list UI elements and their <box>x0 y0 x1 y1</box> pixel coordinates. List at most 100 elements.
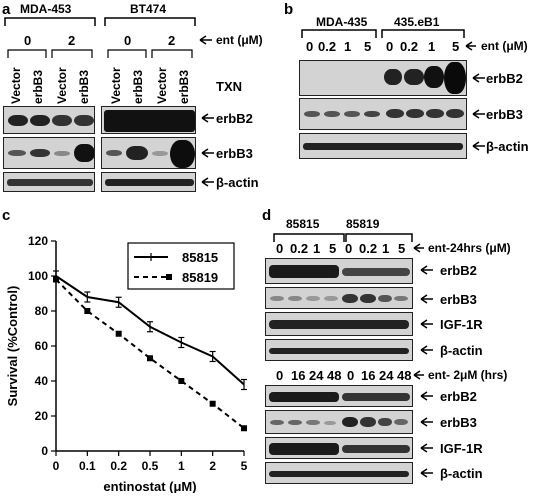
panel-a-txn-label: TXN <box>216 79 242 94</box>
y-tick-label: 100 <box>28 269 48 283</box>
panel-d-time-8: 48 <box>397 368 412 383</box>
data-point-85819 <box>115 330 122 337</box>
data-point-85819 <box>53 276 59 283</box>
y-tick-label: 60 <box>35 339 49 353</box>
x-tick-label: 1 <box>178 459 185 473</box>
panel-d-time-6: 16 <box>361 368 376 383</box>
panel-a-dose-4: 2 <box>168 33 176 48</box>
panel-b-blot-arrows <box>472 73 485 151</box>
panel-b-brackets <box>301 29 476 51</box>
panel-a-label-actin: β-actin <box>216 175 259 190</box>
panel-a-cellline-2: BT474 <box>130 2 167 16</box>
panel-d-dose-6: 0.2 <box>359 241 378 256</box>
panel-d-dose-7: 1 <box>382 241 390 256</box>
panel-b-label-erbb2: erbB2 <box>486 71 523 86</box>
panel-d-dose-3: 1 <box>313 241 321 256</box>
panel-a-label-erbb3: erbB3 <box>216 146 253 161</box>
panel-d-dose-2: 0.2 <box>290 241 309 256</box>
legend-box <box>127 242 235 290</box>
x-tick-label: 0.5 <box>142 459 159 473</box>
panel-d-label-actin-bottom: β-actin <box>440 466 483 481</box>
y-tick-label: 120 <box>28 234 48 248</box>
panel-b-dose-6: 0.2 <box>400 39 419 54</box>
panel-a-lane-1: Vector <box>9 67 23 104</box>
panel-a-letter: a <box>2 1 11 18</box>
panel-b-blot-erbb2 <box>299 60 467 96</box>
panel-a-ent-label: ent (μM) <box>216 33 263 47</box>
panel-b-dose-5: 0 <box>386 39 394 54</box>
x-tick-label: 5 <box>241 459 248 473</box>
panel-d-dose-4: 5 <box>329 241 337 256</box>
panel-d-label-erbb2-top: erbB2 <box>440 263 477 278</box>
panel-a-cellline-1: MDA-453 <box>20 2 72 16</box>
legend-label-85819: 85819 <box>182 270 218 285</box>
panel-a-blot-erbb3-left <box>3 137 95 169</box>
panel-d-label-igf1r-bottom: IGF-1R <box>440 441 483 456</box>
y-tick-label: 20 <box>35 409 49 423</box>
panel-d-blot-actin-bottom <box>265 462 413 484</box>
panel-b-letter: b <box>284 1 294 18</box>
panel-d-blot-arrows <box>420 265 433 478</box>
panel-a-blot-actin-left <box>3 172 95 192</box>
data-point-85819 <box>209 400 216 407</box>
panel-b-label-actin: β-actin <box>486 139 529 154</box>
panel-a-blot-actin-right <box>101 172 196 192</box>
panel-d-label-erbb3-bottom: erbB3 <box>440 415 477 430</box>
panel-d-blot-erbb2-top <box>265 258 413 284</box>
legend-marker-85819 <box>166 274 172 280</box>
panel-b-cellline-2: 435.eB1 <box>394 15 440 29</box>
panel-d-time-5: 0 <box>347 368 355 383</box>
panel-d-dose-5: 0 <box>345 241 353 256</box>
x-tick-label: 0 <box>53 459 60 473</box>
y-tick-label: 80 <box>35 304 49 318</box>
panel-d-time-2: 16 <box>291 368 306 383</box>
panel-a-lane-6: erbB3 <box>131 69 145 104</box>
series-line-85819 <box>55 278 245 430</box>
panel-d-time-4: 48 <box>327 368 342 383</box>
panel-d-label-erbb3-top: erbB3 <box>440 292 477 307</box>
panel-d-label-erbb2-bottom: erbB2 <box>440 389 477 404</box>
panel-d-time-7: 24 <box>379 368 394 383</box>
panel-d-dose-1: 0 <box>276 241 284 256</box>
panel-d-blot-igf1r-top <box>265 312 413 336</box>
panel-b-label-erbb3: erbB3 <box>486 107 523 122</box>
data-point-85819 <box>147 355 153 362</box>
panel-a-blot-erbb2-left <box>3 106 95 134</box>
panel-a-blot-erbb3-right <box>101 137 196 169</box>
legend-label-85815: 85815 <box>182 250 218 265</box>
panel-a-lane-2: erbB3 <box>31 69 45 104</box>
panel-a-blot-erbb2-right <box>101 106 196 134</box>
panel-a-lane-4: erbB3 <box>77 69 91 104</box>
panel-b-dose-1: 0 <box>306 39 314 54</box>
x-tick-label: 2 <box>209 459 216 473</box>
panel-b-dose-2: 0.2 <box>318 39 337 54</box>
panel-b-dose-7: 1 <box>428 39 436 54</box>
data-point-85819 <box>84 308 91 314</box>
panel-a-lane-3: Vector <box>55 67 69 104</box>
panel-a-lane-7: Vector <box>155 67 169 104</box>
panel-c-chart: 0 20 40 60 80 100 120 0 0.1 0.2 0.5 1 2 5 entinostat (… <box>5 234 248 493</box>
panel-a-dose-3: 0 <box>124 33 132 48</box>
panel-d-dose-8: 5 <box>398 241 406 256</box>
panel-d-blot-erbb3-top <box>265 287 413 309</box>
panel-a-blot-arrows <box>201 113 214 187</box>
panel-d-time-1: 0 <box>276 368 284 383</box>
panel-a-dose-1: 0 <box>24 33 32 48</box>
data-point-85819 <box>241 425 247 432</box>
panel-d-label-time: ent- 2μM (hrs) <box>428 368 508 382</box>
panel-d-blot-igf1r-bottom <box>265 437 413 459</box>
panel-d-cellline-1: 85815 <box>286 217 320 231</box>
panel-a-label-erbb2: erbB2 <box>216 111 253 126</box>
panel-d-label-24h: ent-24hrs (μM) <box>428 241 511 255</box>
y-tick-label: 40 <box>35 374 49 388</box>
panel-d-letter: d <box>262 207 272 224</box>
panel-d-label-actin-top: β-actin <box>440 343 483 358</box>
panel-d-cellline-2: 85819 <box>346 217 380 231</box>
panel-d-time-3: 24 <box>309 368 324 383</box>
x-tick-label: 0.1 <box>79 459 96 473</box>
panel-d-brackets <box>273 233 424 380</box>
panel-b-dose-8: 5 <box>452 39 460 54</box>
panel-a-lane-5: Vector <box>109 67 123 104</box>
panel-b-blot-actin <box>299 133 467 159</box>
panel-d-blot-erbb3-bottom <box>265 410 413 434</box>
